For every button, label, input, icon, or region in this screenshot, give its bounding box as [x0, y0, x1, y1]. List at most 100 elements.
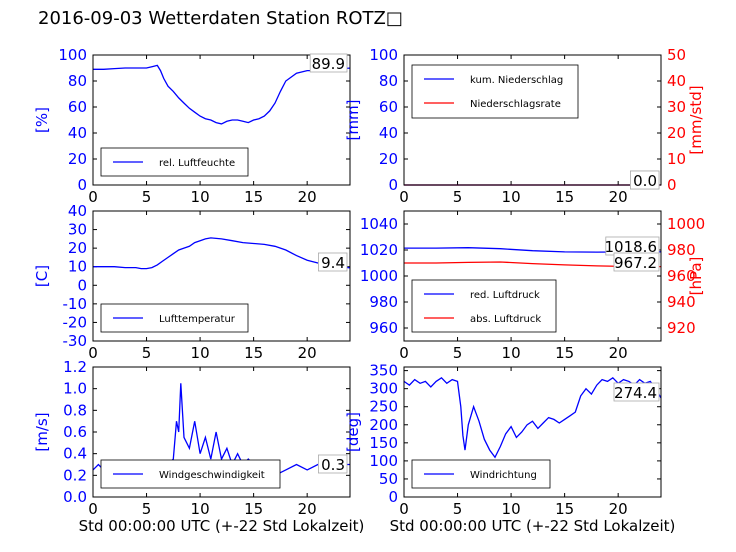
y-axis-label: [%]: [33, 107, 51, 133]
y2-tick-label: 940: [667, 293, 696, 311]
y2-tick-label: 30: [667, 98, 686, 116]
y2-tick-label: 960: [667, 267, 696, 285]
y2-tick-label: 50: [667, 46, 686, 64]
x-tick-label: 0: [88, 500, 98, 518]
y-axis-label: [mm]: [344, 100, 362, 141]
value-readout-box: [613, 252, 660, 272]
x-tick-label: 20: [609, 344, 628, 362]
y-tick-label: 350: [369, 362, 398, 380]
y-tick-label: 960: [369, 319, 398, 337]
x-tick-label: 20: [609, 500, 628, 518]
y-tick-label: 0.2: [63, 466, 87, 484]
x-tick-label: 15: [244, 344, 263, 362]
x-axis-label: Std 00:00:00 UTC (+-22 Std Lokalzeit): [79, 517, 365, 535]
plot-frame: [403, 366, 662, 498]
x-tick-label: 5: [453, 188, 463, 206]
legend-label: red. Luftdruck: [470, 290, 540, 301]
y-tick-label: 0: [388, 176, 398, 194]
value-readout: 274.4: [614, 384, 657, 402]
y-tick-label: 1000: [360, 267, 398, 285]
x-tick-label: 5: [142, 344, 152, 362]
y-tick-label: 100: [58, 46, 87, 64]
y-tick-label: 20: [379, 150, 398, 168]
y-axis-label: [C]: [33, 265, 51, 287]
y2-tick-label: 20: [667, 124, 686, 142]
y-axis-label: [m/s]: [33, 412, 51, 451]
x-tick-label: 15: [555, 188, 574, 206]
value-readout-box: [309, 53, 348, 73]
legend-label: Windrichtung: [470, 470, 537, 481]
y-tick-label: 100: [369, 46, 398, 64]
x-tick-label: 5: [453, 344, 463, 362]
value-readout: 0.3: [321, 456, 345, 474]
x-tick-label: 10: [191, 344, 210, 362]
x-tick-label: 10: [502, 500, 521, 518]
x-tick-label: 5: [142, 188, 152, 206]
x-tick-label: 0: [399, 500, 409, 518]
y-tick-label: -10: [63, 295, 88, 313]
legend-label: Lufttemperatur: [159, 314, 236, 325]
x-tick-label: 15: [244, 188, 263, 206]
y-tick-label: 1.0: [63, 380, 87, 398]
y2-axis-label: [hPa]: [687, 257, 705, 296]
page-title: 2016-09-03 Wetterdaten Station ROTZ□: [38, 8, 403, 29]
y-tick-label: 50: [379, 470, 398, 488]
value-readout: 9.4: [321, 254, 345, 272]
y-tick-label: 0: [77, 276, 87, 294]
value-readout: 967.2: [614, 254, 657, 272]
x-tick-label: 10: [191, 188, 210, 206]
x-tick-label: 20: [298, 500, 317, 518]
value-readout-box: [613, 382, 660, 402]
y2-axis-label: [mm/std]: [687, 85, 705, 154]
y-tick-label: 300: [369, 380, 398, 398]
y-tick-label: 1040: [360, 215, 398, 233]
humidity-chart: 0 20 40 60 80 100 0 5 10 15 20 [%] rel. Luftfeuchte 8…: [33, 46, 351, 206]
y-tick-label: 20: [68, 150, 87, 168]
x-tick-label: 10: [502, 188, 521, 206]
value-readout: 89.9: [312, 55, 345, 73]
y2-tick-label: 0: [667, 176, 677, 194]
y-tick-label: -20: [63, 313, 88, 331]
legend-label: abs. Luftdruck: [470, 314, 541, 325]
x-tick-label: 20: [298, 188, 317, 206]
y-tick-label: 40: [379, 124, 398, 142]
legend-box: [411, 64, 579, 119]
plot-frame: [403, 54, 662, 186]
x-tick-label: 15: [555, 500, 574, 518]
y-tick-label: 150: [369, 434, 398, 452]
y-tick-label: 60: [68, 98, 87, 116]
x-tick-label: 0: [399, 344, 409, 362]
y2-tick-label: 40: [667, 72, 686, 90]
y-tick-label: 1.2: [63, 358, 87, 376]
x-tick-label: 5: [142, 500, 152, 518]
y-tick-label: 80: [68, 72, 87, 90]
y-tick-label: 0.4: [63, 445, 87, 463]
x-tick-label: 0: [399, 188, 409, 206]
y-axis-label: [deg]: [344, 412, 362, 452]
x-tick-label: 10: [502, 344, 521, 362]
legend-label: kum. Niederschlag: [470, 75, 563, 86]
legend-label: rel. Luftfeuchte: [159, 158, 235, 169]
value-readout: 1018.6: [605, 238, 658, 256]
plot-frame: [403, 210, 662, 342]
x-tick-label: 20: [609, 188, 628, 206]
y-tick-label: 0.6: [63, 423, 87, 441]
plot-frame: [92, 210, 351, 342]
y-tick-label: 1020: [360, 241, 398, 259]
x-tick-label: 20: [298, 344, 317, 362]
plot-frame: [92, 366, 351, 498]
y-tick-label: 60: [379, 98, 398, 116]
x-tick-label: 0: [88, 188, 98, 206]
x-tick-label: 10: [191, 500, 210, 518]
y-tick-label: 40: [68, 202, 87, 220]
y-tick-label: 40: [68, 124, 87, 142]
y-tick-label: 980: [369, 293, 398, 311]
y2-tick-label: 1000: [667, 215, 705, 233]
legend-label: Windgeschwindigkeit: [159, 470, 265, 481]
pressure-chart: 960 980 1000 1020 1040 920 940 960 980 1000 0 5 10 15…: [360, 210, 705, 362]
y-tick-label: 30: [68, 221, 87, 239]
x-axis-label: Std 00:00:00 UTC (+-22 Std Lokalzeit): [390, 517, 676, 535]
